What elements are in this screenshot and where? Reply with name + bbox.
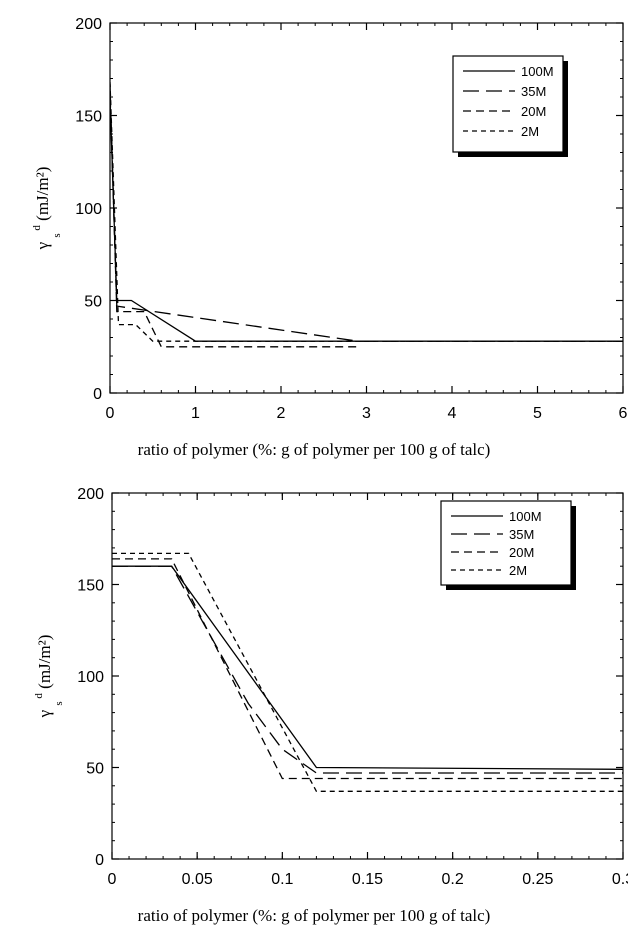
chart2-x-tick-label: 0: [108, 871, 117, 888]
chart1-x-tick-label: 6: [619, 405, 628, 422]
chart1-legend-label-35m: 35M: [521, 84, 546, 99]
chart2-y-tick-label: 150: [77, 578, 104, 595]
chart2-y-axis-title: γ s d (mJ/m²): [33, 635, 65, 719]
chart-top: 0 1 2 3 4 5 6 0 50 100 150 200 ratio of polymer (%: …: [31, 16, 628, 459]
chart2-x-axis-title: ratio of polymer (%: g of polymer per 10…: [138, 906, 491, 925]
chart1-legend: 100M 35M 20M 2M: [452, 55, 568, 157]
chart1-y-tick-label: 0: [93, 386, 102, 403]
chart2-x-tick-label: 0.05: [182, 871, 213, 888]
chart-bottom-svg: 0 0.05 0.1 0.15 0.2 0.25 0.3 0 50 100 150 200 ratio …: [33, 486, 628, 925]
chart2-series-2m: [112, 552, 623, 792]
chart2-legend-box: [440, 500, 572, 586]
chart1-y-tick-label: 150: [75, 109, 102, 126]
chart1-legend-label-20m: 20M: [521, 104, 546, 119]
chart1-legend-label-100m: 100M: [521, 64, 554, 79]
chart2-x-tick-label: 0.2: [442, 871, 464, 888]
chart1-x-tick-label: 3: [362, 405, 371, 422]
chart-bottom: 0 0.05 0.1 0.15 0.2 0.25 0.3 0 50 100 150 200 ratio …: [0, 476, 628, 952]
svg-text:γ s d (mJ/m²): γ s d (mJ/m²): [33, 635, 65, 719]
chart2-x-tick-label: 0.25: [522, 871, 553, 888]
chart2-legend-label-35m: 35M: [509, 527, 534, 542]
chart1-x-tick-label: 4: [448, 405, 457, 422]
chart2-legend-label-2m: 2M: [509, 563, 527, 578]
chart2-y-tick-label: 200: [77, 486, 104, 503]
chart1-y-tick-label: 200: [75, 16, 102, 33]
chart1-x-axis-title: ratio of polymer (%: g of polymer per 10…: [138, 440, 491, 459]
chart1-y-tick-label: 100: [75, 201, 102, 218]
chart2-series-35m: [112, 565, 623, 774]
svg-text:γ s d (mJ/m²): γ s d (mJ/m²): [31, 167, 63, 251]
chart2-x-tick-label: 0.15: [352, 871, 383, 888]
chart1-series-20m: [110, 84, 358, 348]
chart1-legend-label-2m: 2M: [521, 124, 539, 139]
chart1-y-axis-title: γ s d (mJ/m²): [31, 167, 63, 251]
chart2-legend-label-20m: 20M: [509, 545, 534, 560]
chart1-x-tick-label: 1: [191, 405, 200, 422]
chart1-x-tick-label: 2: [277, 405, 286, 422]
chart2-legend: 100M 35M 20M 2M: [440, 500, 576, 590]
chart-top-svg: 0 1 2 3 4 5 6 0 50 100 150 200 ratio of polymer (%: …: [31, 16, 628, 459]
chart1-y-tick-label: 50: [84, 294, 102, 311]
chart1-series-2m: [110, 82, 623, 342]
chart1-x-tick-label: 0: [106, 405, 115, 422]
chart2-y-tick-label: 100: [77, 669, 104, 686]
chart1-x-tick-label: 5: [533, 405, 542, 422]
chart2-legend-label-100m: 100M: [509, 509, 542, 524]
chart2-y-tick-label: 50: [86, 761, 104, 778]
chart2-x-tick-label: 0.1: [271, 871, 293, 888]
chart2-y-tick-label: 0: [95, 852, 104, 869]
chart1-legend-box: [452, 55, 564, 153]
chart2-series-20m: [112, 558, 623, 780]
chart2-x-tick-label: 0.3: [612, 871, 628, 888]
